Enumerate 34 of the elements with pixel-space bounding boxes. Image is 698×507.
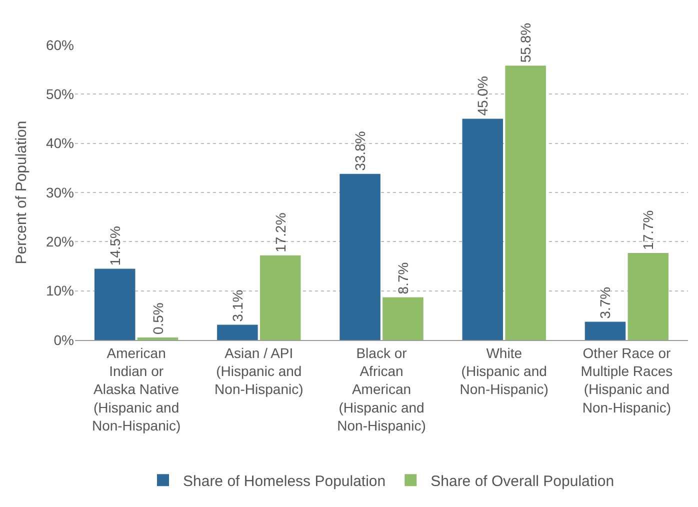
legend-label: Share of Overall Population bbox=[430, 473, 614, 490]
x-tick-label: American Indian or Alaska Native (Hispanic and Non-Hispanic) bbox=[92, 344, 181, 434]
y-tick-label: 40% bbox=[46, 135, 74, 152]
y-tick-label: 0% bbox=[54, 332, 74, 348]
legend-label: Share of Homeless Population bbox=[183, 473, 386, 490]
data-label: 8.7% bbox=[394, 262, 411, 294]
bar bbox=[260, 255, 301, 340]
bar bbox=[584, 322, 626, 340]
data-label: 17.7% bbox=[640, 210, 656, 250]
bar bbox=[217, 324, 258, 340]
y-tick-label: 10% bbox=[46, 282, 74, 299]
y-tick-label: 60% bbox=[46, 36, 74, 53]
bar bbox=[505, 66, 546, 340]
data-label: 14.5% bbox=[106, 226, 123, 266]
y-tick-label: 50% bbox=[46, 86, 74, 102]
data-label: 33.8% bbox=[352, 131, 368, 171]
x-tick-label: Black or African American (Hispanic and Non-Hispanic) bbox=[337, 344, 426, 434]
data-label: 3.1% bbox=[229, 290, 246, 322]
bar bbox=[94, 268, 136, 340]
bar bbox=[462, 118, 504, 340]
data-label: 3.7% bbox=[597, 286, 614, 319]
x-tick-label: Other Race or Multiple Races (Hispanic and Non-Hispanic) bbox=[580, 344, 673, 416]
bar bbox=[340, 174, 380, 340]
y-tick-label: 30% bbox=[46, 184, 74, 200]
y-tick-label: 20% bbox=[46, 234, 74, 250]
y-axis-title: Percent of Population bbox=[13, 120, 30, 264]
data-label: 17.2% bbox=[272, 212, 288, 252]
x-tick-label: White (Hispanic and Non-Hispanic) bbox=[460, 344, 548, 398]
data-label: 0.5% bbox=[150, 302, 166, 335]
data-label: 55.8% bbox=[518, 22, 534, 63]
x-tick-label: Asian / API (Hispanic and Non-Hispanic) bbox=[214, 344, 304, 398]
bar bbox=[628, 252, 669, 340]
bar bbox=[382, 297, 424, 340]
data-label: 45.0% bbox=[474, 76, 491, 116]
